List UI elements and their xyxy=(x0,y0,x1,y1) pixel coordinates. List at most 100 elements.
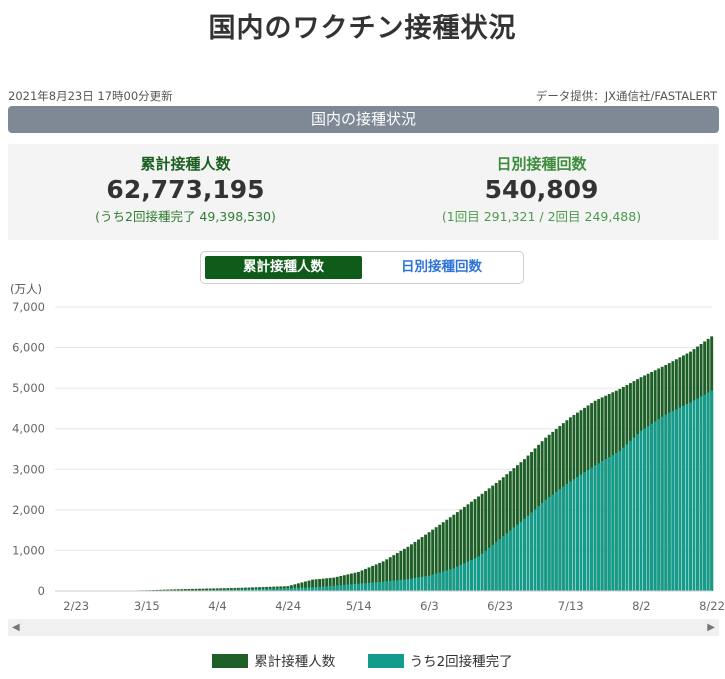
bar-second-dose xyxy=(251,589,254,591)
bar-second-dose xyxy=(293,587,297,591)
bar-second-dose xyxy=(710,390,714,591)
bar-cumulative xyxy=(311,579,315,591)
bar-second-dose xyxy=(364,583,367,591)
bar-second-dose xyxy=(600,461,604,591)
bar-second-dose xyxy=(491,544,495,591)
bar-second-dose xyxy=(448,569,452,591)
bar-second-dose xyxy=(339,585,343,591)
bar-second-dose xyxy=(526,515,530,591)
bar-cumulative xyxy=(491,485,495,591)
y-tick-label: 3,000 xyxy=(12,462,45,476)
bar-second-dose xyxy=(480,553,484,591)
legend-item-cumulative[interactable]: 累計接種人数 xyxy=(212,650,335,670)
bar-second-dose xyxy=(296,587,300,591)
bar-second-dose xyxy=(438,572,442,591)
bar-second-dose xyxy=(328,586,332,591)
bar-cumulative xyxy=(470,501,473,591)
bar-cumulative xyxy=(434,527,438,591)
bar-cumulative xyxy=(222,588,226,591)
tab-daily[interactable]: 日別接種回数 xyxy=(401,259,482,275)
bar-second-dose xyxy=(706,392,710,591)
bar-second-dose xyxy=(579,474,583,591)
bar-second-dose xyxy=(554,491,558,591)
bar-second-dose xyxy=(261,588,265,591)
bar-second-dose xyxy=(268,588,272,591)
bar-second-dose xyxy=(681,405,685,591)
bar-second-dose xyxy=(360,583,364,591)
bar-cumulative xyxy=(205,588,209,591)
bar-second-dose xyxy=(219,589,223,591)
chart-legend: 累計接種人数 うち2回接種完了 xyxy=(0,650,725,670)
bar-second-dose xyxy=(275,588,279,591)
bar-second-dose xyxy=(399,579,403,591)
bar-second-dose xyxy=(657,419,661,591)
bar-second-dose xyxy=(417,577,420,591)
bar-cumulative xyxy=(194,588,198,591)
bar-second-dose xyxy=(512,527,516,591)
bar-second-dose xyxy=(703,394,707,591)
bar-cumulative xyxy=(438,524,442,591)
bar-cumulative xyxy=(328,577,332,591)
bar-cumulative xyxy=(473,499,477,591)
bar-cumulative xyxy=(371,565,375,591)
bar-cumulative xyxy=(346,574,350,591)
bar-cumulative xyxy=(480,493,484,591)
bar-cumulative xyxy=(159,589,163,591)
daily-sub: (1回目 291,321 / 2回目 249,488) xyxy=(441,209,642,224)
bar-second-dose xyxy=(349,584,353,591)
bar-second-dose xyxy=(445,570,449,591)
bar-second-dose xyxy=(699,396,703,591)
bar-second-dose xyxy=(568,481,572,591)
bar-cumulative xyxy=(296,583,300,591)
bar-second-dose xyxy=(321,586,325,591)
bar-second-dose xyxy=(233,589,237,591)
bar-second-dose xyxy=(226,589,230,591)
bar-cumulative xyxy=(191,588,194,591)
bar-cumulative xyxy=(459,509,463,591)
bar-cumulative xyxy=(339,575,343,591)
tab-cumulative[interactable]: 累計接種人数 xyxy=(205,256,362,279)
daily-stat: 日別接種回数 540,809 (1回目 291,321 / 2回目 249,48… xyxy=(364,144,719,225)
bar-cumulative xyxy=(321,578,325,591)
bar-second-dose xyxy=(381,581,385,591)
bar-second-dose xyxy=(607,457,611,591)
scroll-right-icon[interactable]: ▶ xyxy=(707,622,715,633)
bar-second-dose xyxy=(222,589,226,591)
bar-cumulative xyxy=(325,578,329,591)
bar-cumulative xyxy=(385,559,389,591)
scroll-left-icon[interactable]: ◀ xyxy=(12,622,20,633)
bar-second-dose xyxy=(487,547,491,591)
bar-second-dose xyxy=(604,459,608,591)
cumulative-title: 累計接種人数 xyxy=(140,155,231,173)
bar-second-dose xyxy=(611,455,615,591)
bar-second-dose xyxy=(462,563,466,591)
bar-second-dose xyxy=(374,582,378,591)
bar-second-dose xyxy=(342,584,346,591)
bar-second-dose xyxy=(689,402,692,591)
bar-second-dose xyxy=(590,467,594,591)
cumulative-stat: 累計接種人数 62,773,195 (うち2回接種完了 49,398,530) xyxy=(8,144,363,225)
bar-cumulative xyxy=(304,581,307,591)
bar-second-dose xyxy=(424,576,428,591)
bar-second-dose xyxy=(229,589,233,591)
bar-second-dose xyxy=(307,587,311,591)
bar-second-dose xyxy=(318,586,322,591)
x-tick-label: 8/2 xyxy=(632,599,651,613)
bar-second-dose xyxy=(258,588,262,591)
bar-second-dose xyxy=(265,588,269,591)
bar-second-dose xyxy=(523,518,526,591)
bar-second-dose xyxy=(388,580,392,591)
bar-cumulative xyxy=(169,589,173,591)
bar-second-dose xyxy=(593,465,597,591)
bar-cumulative xyxy=(378,562,382,591)
bar-second-dose xyxy=(243,589,247,591)
page-title: 国内のワクチン接種状況 xyxy=(208,13,517,44)
bar-cumulative xyxy=(494,482,498,591)
chart-scrollbar[interactable]: ◀ ▶ xyxy=(8,619,719,636)
bar-second-dose xyxy=(459,564,463,591)
y-axis-unit-label: (万人) xyxy=(10,282,42,296)
legend-item-second-dose[interactable]: うち2回接種完了 xyxy=(367,650,513,670)
data-source: データ提供：JX通信社/FASTALERT xyxy=(535,89,717,103)
section-header: 国内の接種状況 xyxy=(8,106,719,133)
bar-second-dose xyxy=(625,444,629,591)
